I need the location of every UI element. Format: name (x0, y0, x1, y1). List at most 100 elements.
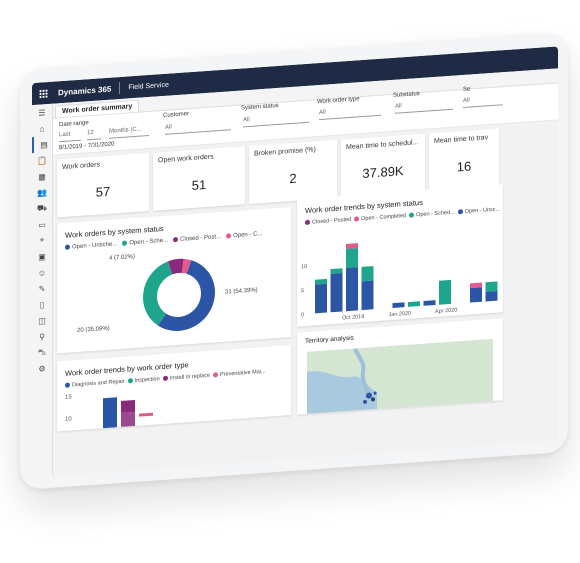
number-input[interactable]: 12 (87, 129, 101, 141)
substatus-select[interactable]: All (395, 99, 453, 114)
y-tick-label: 10 (65, 416, 72, 423)
bar-segment[interactable] (346, 247, 358, 269)
contact-icon[interactable]: ☺ (37, 267, 47, 278)
bar-segment[interactable] (361, 280, 374, 311)
type-panel: Work order trends by work order type Dia… (57, 345, 291, 432)
hamburger-icon[interactable]: ☰ (38, 107, 46, 118)
legend-item[interactable]: Inspection (127, 376, 160, 384)
dashboard-icon[interactable]: ▤ (32, 135, 54, 154)
calendar-icon[interactable]: ▦ (38, 171, 46, 182)
bar-segment[interactable] (346, 267, 358, 312)
legend-item[interactable]: Open - Completed (354, 213, 406, 223)
work-order-type-select[interactable]: All (319, 105, 381, 121)
donut-panel: Work orders by system status Open - Unsc… (57, 207, 291, 354)
bar-segment[interactable] (439, 279, 451, 305)
bar-segment[interactable] (330, 273, 343, 313)
document-icon[interactable]: ▯ (39, 299, 45, 310)
service-select[interactable]: All (463, 95, 503, 109)
system-status-label: System status (241, 102, 279, 112)
type-bar[interactable] (121, 411, 135, 427)
app-name[interactable]: Dynamics 365 (58, 84, 112, 97)
left-nav: ☰ ⌂ ▤ 📋 ▦ 👥 ⛟ ▭ ⌖ ▣ ☺ ✎ ▯ ◫ ⚲ ⛍ ⚙ (32, 103, 54, 478)
bar-segment[interactable] (470, 282, 482, 289)
legend-item[interactable]: Diagnosis and Repair (65, 379, 125, 389)
home-icon[interactable]: ⌂ (39, 123, 45, 134)
x-tick-label: Oct 2019 (342, 314, 364, 322)
kpi-value: 51 (191, 176, 207, 193)
y-tick-label: 5 (301, 288, 304, 294)
trend-panel: Work order trends by system status Close… (297, 184, 503, 327)
tablet-frame: Dynamics 365 Field Service ☰ ⌂ ▤ 📋 ▦ 👥 ⛟… (20, 31, 568, 490)
donut-slice[interactable] (181, 258, 192, 274)
kpi-value: 16 (456, 158, 472, 175)
car-icon[interactable]: ⛍ (37, 347, 47, 357)
y-tick-label: 15 (65, 394, 72, 401)
donut-title: Work orders by system status (65, 223, 164, 240)
legend-item[interactable]: Open - Sched... (409, 210, 455, 219)
bar-segment[interactable] (408, 301, 420, 307)
bar-segment[interactable] (470, 287, 482, 303)
last-select[interactable]: Last (59, 130, 81, 143)
legend-item[interactable]: Open - Unsc... (457, 206, 501, 215)
bar-segment[interactable] (485, 281, 498, 292)
bar-segment[interactable] (485, 291, 498, 302)
clipboard-icon[interactable]: 📋 (37, 155, 47, 166)
data-label: 31 (54.39%) (225, 287, 258, 295)
people-icon[interactable]: 👥 (37, 187, 47, 198)
y-tick-label: 0 (301, 312, 304, 318)
kpi-card-open-work-orders[interactable]: Open work orders 51 (153, 146, 245, 211)
kpi-title: Mean time to schedul... (346, 139, 419, 152)
type-bar[interactable] (121, 399, 135, 413)
bar-segment[interactable] (315, 278, 327, 285)
donut-slice[interactable] (143, 261, 173, 326)
module-name[interactable]: Field Service (128, 81, 169, 91)
bar-segment[interactable] (346, 243, 358, 249)
territory-map[interactable] (307, 338, 493, 414)
trend-chart[interactable]: 10 5 0 Oct 2019 Jan 2020 Apr 2020 (297, 216, 503, 326)
truck-icon[interactable]: ⛟ (36, 203, 48, 213)
legend-item[interactable]: Preventative Mai... (213, 369, 266, 379)
bar-segment[interactable] (392, 302, 405, 308)
data-label: 4 (7.02%) (109, 254, 135, 262)
kpi-value: 2 (289, 170, 297, 187)
legend-item[interactable]: Install or replace (162, 372, 211, 382)
legend-label: Inspection (134, 376, 160, 384)
legend-label: Install or replace (169, 372, 211, 382)
bar-segment[interactable] (361, 266, 374, 282)
legend-label: Open - C... (233, 231, 263, 240)
tool-icon[interactable]: ✎ (38, 283, 46, 294)
tag-icon[interactable]: ▭ (38, 219, 46, 230)
pin-icon[interactable]: ⌖ (39, 235, 45, 245)
kpi-card-mean-time-travel[interactable]: Mean time to trav 16 (429, 128, 499, 192)
period-select[interactable]: Months (C... (109, 125, 149, 139)
legend-label: Open - Unsc... (464, 206, 501, 215)
donut-slice[interactable] (167, 258, 184, 275)
kpi-title: Work orders (62, 161, 100, 172)
divider (119, 81, 121, 95)
x-tick-label: Jan 2020 (389, 311, 412, 319)
box-icon[interactable]: ◫ (38, 315, 46, 326)
bar-segment[interactable] (423, 300, 436, 306)
type-bar[interactable] (103, 397, 117, 429)
donut-slice[interactable] (157, 259, 215, 333)
kpi-title: Mean time to trav (434, 134, 489, 146)
location-icon[interactable]: ⚲ (39, 331, 45, 342)
legend-item[interactable]: Closed - Posted (305, 217, 351, 226)
legend-label: Preventative Mai... (220, 368, 266, 379)
date-range-text: 8/1/2019 - 7/31/2020 (59, 141, 115, 152)
settings-icon[interactable]: ⚙ (38, 363, 46, 374)
customer-select[interactable]: All (165, 120, 231, 135)
bar-segment[interactable] (315, 283, 327, 314)
schedule-icon[interactable]: ▣ (38, 251, 46, 262)
app-launcher-icon[interactable] (32, 82, 54, 106)
type-bar[interactable] (139, 412, 153, 417)
system-status-select[interactable]: All (243, 112, 309, 128)
main-content: Work order summary Date range Last 12 Mo… (53, 68, 558, 475)
bar-segment[interactable] (330, 268, 343, 274)
donut-chart[interactable]: 4 (7.02%) 31 (54.39%) 20 (35.09%) (57, 237, 291, 353)
kpi-card-broken-promise[interactable]: Broken promise (%) 2 (249, 139, 337, 204)
legend-label: Closed - Posted (312, 216, 352, 226)
map-drawing (307, 338, 493, 414)
kpi-card-mean-time-schedule[interactable]: Mean time to schedul... 37.89K (341, 133, 425, 198)
kpi-card-work-orders[interactable]: Work orders 57 (57, 152, 149, 218)
